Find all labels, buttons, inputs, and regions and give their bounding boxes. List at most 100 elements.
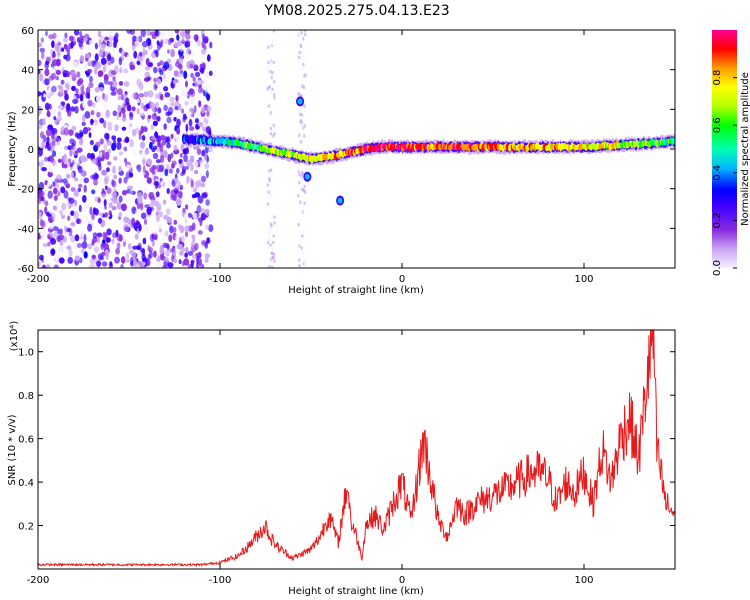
- noise-cell: [182, 207, 186, 213]
- noise-cell: [52, 150, 57, 157]
- noise-cell: [45, 30, 48, 37]
- noise-cell: [142, 158, 146, 166]
- stripe-cell: [267, 45, 270, 49]
- noise-cell: [78, 248, 83, 256]
- noise-cell: [121, 117, 127, 122]
- noise-cell: [159, 172, 165, 178]
- noise-cell: [153, 77, 157, 83]
- stripe-cell: [267, 219, 270, 224]
- noise-cell: [68, 158, 71, 163]
- noise-cell: [141, 257, 147, 263]
- noise-cell: [185, 231, 189, 238]
- x-tick-label: 100: [574, 274, 593, 285]
- stripe-cell: [267, 237, 271, 241]
- noise-cell: [178, 49, 181, 56]
- stripe-cell: [267, 104, 270, 108]
- noise-cell: [195, 111, 201, 118]
- noise-cell: [56, 118, 61, 123]
- noise-cell: [83, 177, 90, 184]
- noise-cell: [103, 102, 108, 109]
- noise-cell: [101, 261, 108, 267]
- noise-cell: [41, 196, 45, 202]
- noise-cell: [88, 132, 92, 138]
- noise-cell: [104, 151, 110, 160]
- noise-cell: [80, 55, 85, 63]
- noise-cell: [206, 237, 211, 244]
- noise-cell: [47, 241, 51, 247]
- noise-cell: [205, 116, 211, 121]
- noise-cell: [209, 41, 213, 49]
- noise-cell: [153, 66, 158, 74]
- colorbar-tick-label: 0.6: [712, 117, 723, 133]
- stripe-cell: [267, 60, 270, 65]
- noise-cell: [74, 150, 79, 155]
- noise-cell: [51, 40, 55, 48]
- stripe-cell: [271, 87, 274, 92]
- noise-cell: [79, 230, 84, 239]
- noise-cell: [145, 58, 150, 66]
- noise-cell: [175, 198, 182, 206]
- noise-cell: [38, 181, 45, 190]
- y-tick-label: 0: [28, 145, 34, 156]
- noise-cell: [67, 215, 71, 221]
- noise-cell: [85, 92, 90, 99]
- stripe-cell: [273, 127, 276, 132]
- noise-cell: [127, 203, 132, 212]
- noise-cell: [146, 259, 151, 267]
- noise-cell: [202, 193, 208, 199]
- noise-cell: [197, 86, 203, 94]
- noise-cell: [194, 118, 200, 124]
- noise-cell: [159, 69, 164, 76]
- noise-cell: [52, 59, 58, 67]
- y-tick-label: 0.4: [18, 478, 34, 489]
- noise-cell: [120, 203, 127, 212]
- noise-cell: [99, 212, 103, 217]
- noise-cell: [173, 187, 180, 194]
- noise-cell: [121, 190, 128, 196]
- y-tick-label: 20: [21, 105, 34, 116]
- noise-cell: [129, 139, 135, 148]
- noise-cell: [174, 106, 179, 111]
- noise-cell: [138, 82, 144, 91]
- noise-cell: [118, 211, 122, 218]
- noise-cell: [104, 212, 108, 218]
- noise-cell: [78, 204, 82, 213]
- noise-cell: [155, 49, 159, 58]
- stripe-cell: [273, 80, 276, 84]
- noise-cell: [140, 151, 147, 160]
- stripe-cell: [302, 211, 305, 216]
- stripe-cell: [299, 112, 302, 117]
- noise-cell: [58, 246, 63, 254]
- noise-cell: [126, 252, 130, 260]
- noise-cell: [140, 108, 145, 117]
- stripe-cell: [269, 172, 272, 176]
- noise-cell: [54, 37, 61, 44]
- noise-cell: [185, 165, 189, 170]
- noise-cell: [165, 208, 171, 216]
- noise-cell: [40, 248, 46, 253]
- noise-cell: [50, 238, 57, 245]
- noise-cell: [54, 253, 59, 262]
- noise-cell: [89, 139, 94, 146]
- noise-cell: [88, 39, 94, 45]
- stripe-cell: [273, 132, 276, 136]
- noise-cell: [54, 132, 58, 140]
- noise-cell: [63, 54, 68, 60]
- stripe-cell: [272, 234, 275, 238]
- noise-cell: [190, 260, 194, 268]
- x-tick-label: -100: [209, 274, 232, 285]
- noise-cell: [103, 199, 107, 207]
- noise-cell: [106, 187, 112, 194]
- noise-cell: [118, 195, 123, 203]
- noise-cell: [146, 76, 152, 81]
- noise-cell: [189, 88, 196, 98]
- noise-cell: [166, 116, 172, 124]
- noise-cell: [107, 125, 113, 131]
- noise-cell: [183, 113, 187, 118]
- noise-cell: [201, 48, 206, 55]
- noise-cell: [178, 63, 183, 70]
- noise-cell: [186, 91, 190, 99]
- noise-cell: [103, 74, 109, 81]
- snr-panel: -200 -100 0 100 0.2 0.4 0.6 0.8 1.0 Height of st…: [7, 321, 676, 597]
- noise-cell: [70, 234, 76, 243]
